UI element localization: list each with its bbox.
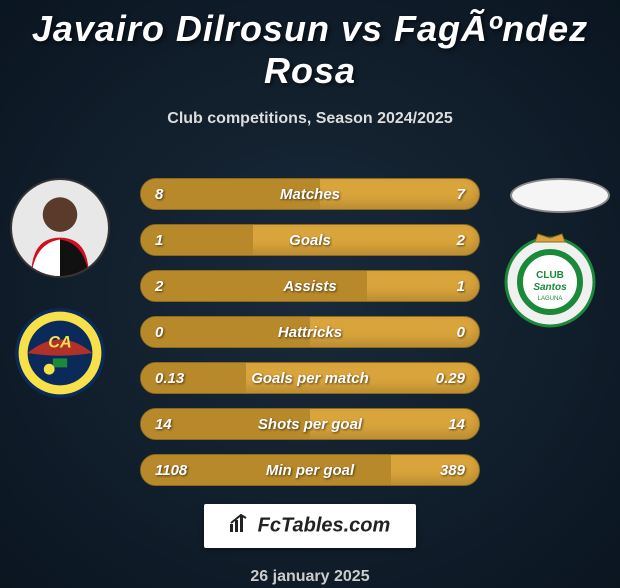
right-club-badge: CLUB Santos LAGUNA — [500, 228, 600, 328]
stat-bar: 2Assists1 — [140, 270, 480, 302]
stat-bar: 0Hattricks0 — [140, 316, 480, 348]
stat-bar: 1108Min per goal389 — [140, 454, 480, 486]
stat-right-value: 0 — [425, 324, 465, 341]
stat-right-value: 0.29 — [425, 370, 465, 387]
club-badge-icon: CA — [15, 308, 105, 398]
left-player-avatar — [10, 178, 110, 278]
svg-text:CLUB: CLUB — [536, 270, 564, 281]
stat-right-value: 2 — [425, 232, 465, 249]
chart-icon — [230, 514, 252, 538]
stat-right-value: 7 — [425, 186, 465, 203]
left-club-badge: CA — [15, 308, 105, 398]
stat-right-value: 389 — [425, 462, 465, 479]
right-player-placeholder — [510, 178, 610, 213]
svg-text:CA: CA — [48, 334, 71, 352]
subtitle: Club competitions, Season 2024/2025 — [0, 110, 620, 128]
club-badge-icon: CLUB Santos LAGUNA — [500, 228, 600, 328]
stat-bar: 14Shots per goal14 — [140, 408, 480, 440]
footer: FcTables.com 26 january 2025 — [0, 504, 620, 586]
stat-right-value: 1 — [425, 278, 465, 295]
stat-bar: 1Goals2 — [140, 224, 480, 256]
avatar-placeholder-icon — [12, 180, 108, 276]
svg-text:LAGUNA: LAGUNA — [538, 296, 563, 302]
svg-text:Santos: Santos — [533, 282, 567, 293]
stats-container: 8Matches7 1Goals2 2Assists1 0Hattricks0 0.13… — [140, 178, 480, 486]
brand-box: FcTables.com — [204, 504, 417, 548]
date-label: 26 january 2025 — [0, 568, 620, 586]
comparison-content: CA CLUB Santos LAGUNA 8Matches7 1Goals2 2A… — [0, 158, 620, 498]
stat-bar: 8Matches7 — [140, 178, 480, 210]
stat-bar: 0.13Goals per match0.29 — [140, 362, 480, 394]
stat-right-value: 14 — [425, 416, 465, 433]
brand-label: FcTables.com — [258, 514, 391, 536]
page-title: Javairo Dilrosun vs FagÃºndez Rosa — [0, 8, 620, 92]
